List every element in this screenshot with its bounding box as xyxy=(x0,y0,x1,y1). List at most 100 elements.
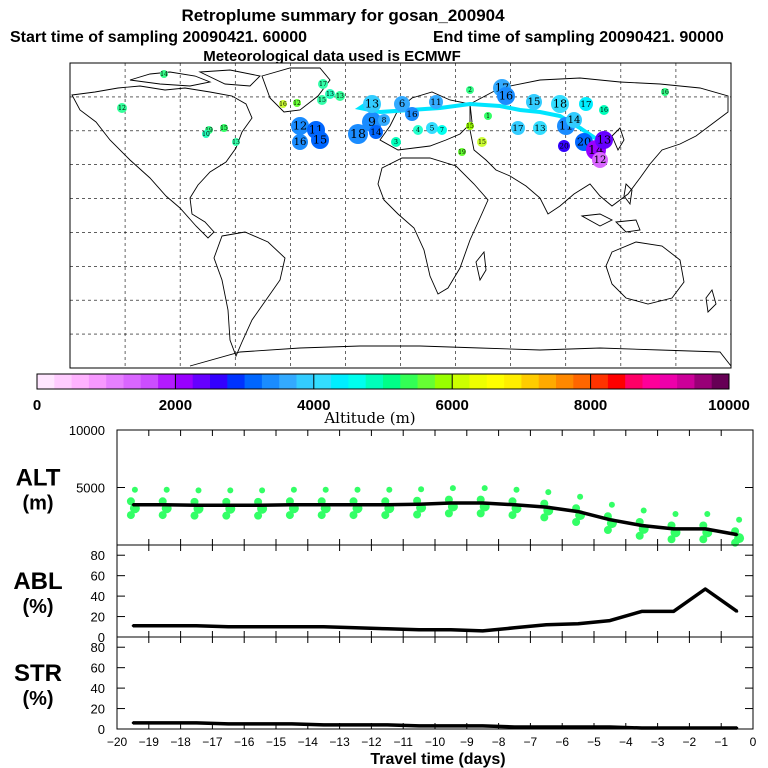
alt-scatter-point xyxy=(444,509,453,518)
plume-marker-label: 13 xyxy=(232,139,240,146)
plume-marker-label: 12 xyxy=(118,105,126,112)
plume-marker-dot xyxy=(426,122,438,134)
plume-marker-dot xyxy=(311,131,329,149)
plume-marker-dot xyxy=(558,140,570,152)
plume-marker-label: 13 xyxy=(336,93,344,100)
plume-marker-label: 13 xyxy=(365,98,379,111)
plume-marker-label: 3 xyxy=(394,139,398,146)
alt-scatter-point xyxy=(386,486,393,493)
panel-data-point xyxy=(163,624,166,627)
alt-scatter-point xyxy=(195,487,202,494)
plume-marker: 13 xyxy=(533,121,547,135)
plume-marker-label: 13 xyxy=(534,124,545,134)
alt-scatter-point xyxy=(635,531,644,540)
panel-data-point xyxy=(545,623,548,626)
plume-marker: 12 xyxy=(592,152,608,168)
x-axis-title: Travel time (days) xyxy=(370,751,505,768)
x-tick-label: −2 xyxy=(683,735,697,749)
x-tick-label: −17 xyxy=(202,735,223,749)
plume-marker: 16 xyxy=(497,87,515,105)
panel-y-tick-label: 60 xyxy=(91,661,105,676)
colorbar-segment xyxy=(434,374,453,389)
plume-marker-label: 16 xyxy=(661,89,669,96)
alt-scatter-point xyxy=(354,486,361,493)
plume-marker-dot xyxy=(551,95,569,113)
panel-data-point xyxy=(735,726,739,730)
panel-data-point xyxy=(131,624,135,627)
plume-marker: 1 xyxy=(484,112,492,120)
plume-marker-label: 18 xyxy=(553,98,567,111)
alt-scatter-point xyxy=(449,485,456,492)
panel-series-line xyxy=(132,721,738,730)
colorbar-segment xyxy=(590,374,609,389)
plume-marker-dot xyxy=(325,89,335,99)
panel-series-line xyxy=(132,587,739,633)
plume-marker-label: 6 xyxy=(399,99,405,110)
plume-marker: 16 xyxy=(661,88,669,96)
plume-marker-label: 15 xyxy=(478,139,486,146)
travel-time-axis: −20 −19 −18 −17 −16 −15 −14 −13 −12 −11 −10 −9 −8 −7−… xyxy=(107,735,757,749)
plume-marker-label: 14 xyxy=(568,115,581,126)
plume-marker: 10 xyxy=(202,130,210,138)
panel-data-point xyxy=(449,501,453,505)
colorbar-segment xyxy=(331,374,349,389)
panel-data-point xyxy=(704,726,707,730)
altitude-colorbar xyxy=(37,374,730,389)
colorbar-tick-label: 8000 xyxy=(574,397,607,414)
colorbar-segment xyxy=(504,374,522,389)
colorbar-segment xyxy=(261,374,280,389)
plume-marker-label: 17 xyxy=(512,124,523,134)
panel-data-point xyxy=(354,626,357,629)
panel-ylabel: STR xyxy=(14,660,62,687)
panel-data-point xyxy=(608,725,612,729)
colorbar-tick-label: 6000 xyxy=(436,397,469,414)
plume-marker: 15 xyxy=(477,137,487,147)
colorbar-segment xyxy=(71,374,90,389)
x-tick-label: −8 xyxy=(492,735,506,749)
figure-title: Retroplume summary for gosan_200904 xyxy=(181,6,505,25)
alt-scatter-point xyxy=(227,487,234,494)
plume-marker: 12 xyxy=(117,103,127,113)
panel-data-point xyxy=(481,724,484,728)
colorbar-segment xyxy=(625,374,643,389)
x-tick-label: −6 xyxy=(555,735,569,749)
plume-marker-dot xyxy=(661,88,669,96)
plume-marker: 15 xyxy=(220,124,228,132)
plume-marker-dot xyxy=(599,105,609,115)
plume-marker-dot xyxy=(363,95,381,113)
panel-data-point xyxy=(576,510,580,513)
colorbar-segment xyxy=(573,374,591,389)
panel-y-tick-label: 60 xyxy=(91,569,105,584)
panel-yunit: (%) xyxy=(22,596,53,618)
panel-data-point xyxy=(417,724,421,728)
panel-data-point xyxy=(131,721,135,725)
alt-scatter-point xyxy=(413,510,422,519)
plume-marker-dot xyxy=(477,137,487,147)
panel-data-point xyxy=(640,610,643,613)
alt-scatter-point xyxy=(736,516,743,523)
panel-ylabel: ALT xyxy=(16,465,61,492)
plume-marker-dot xyxy=(595,131,613,149)
panel-data-point xyxy=(545,505,548,509)
x-tick-label: −20 xyxy=(107,735,128,749)
timeseries-panels: 500010000ALT(m)020406080ABL(%)020406080S… xyxy=(13,423,754,737)
plume-marker: 13 xyxy=(232,138,240,146)
plume-marker: 2 xyxy=(466,86,474,94)
plume-marker: 17 xyxy=(579,97,593,111)
colorbar-segment xyxy=(37,374,55,389)
plume-marker-dot xyxy=(579,97,593,111)
x-tick-label: −9 xyxy=(460,735,474,749)
alt-scatter-point xyxy=(481,485,488,492)
colorbar-segment xyxy=(313,374,332,389)
colorbar-segment xyxy=(88,374,107,389)
panel-data-point xyxy=(290,722,294,726)
plume-marker-dot xyxy=(533,121,547,135)
plume-marker-label: 16 xyxy=(406,110,418,120)
alt-scatter-point xyxy=(608,501,615,508)
plume-marker-label: 5 xyxy=(430,123,435,132)
panel-data-point xyxy=(513,725,516,729)
panel-data-point xyxy=(672,527,675,531)
plume-marker-dot xyxy=(458,148,466,156)
plume-marker-label: 12 xyxy=(293,120,307,133)
plume-marker-label: 15 xyxy=(318,97,326,104)
